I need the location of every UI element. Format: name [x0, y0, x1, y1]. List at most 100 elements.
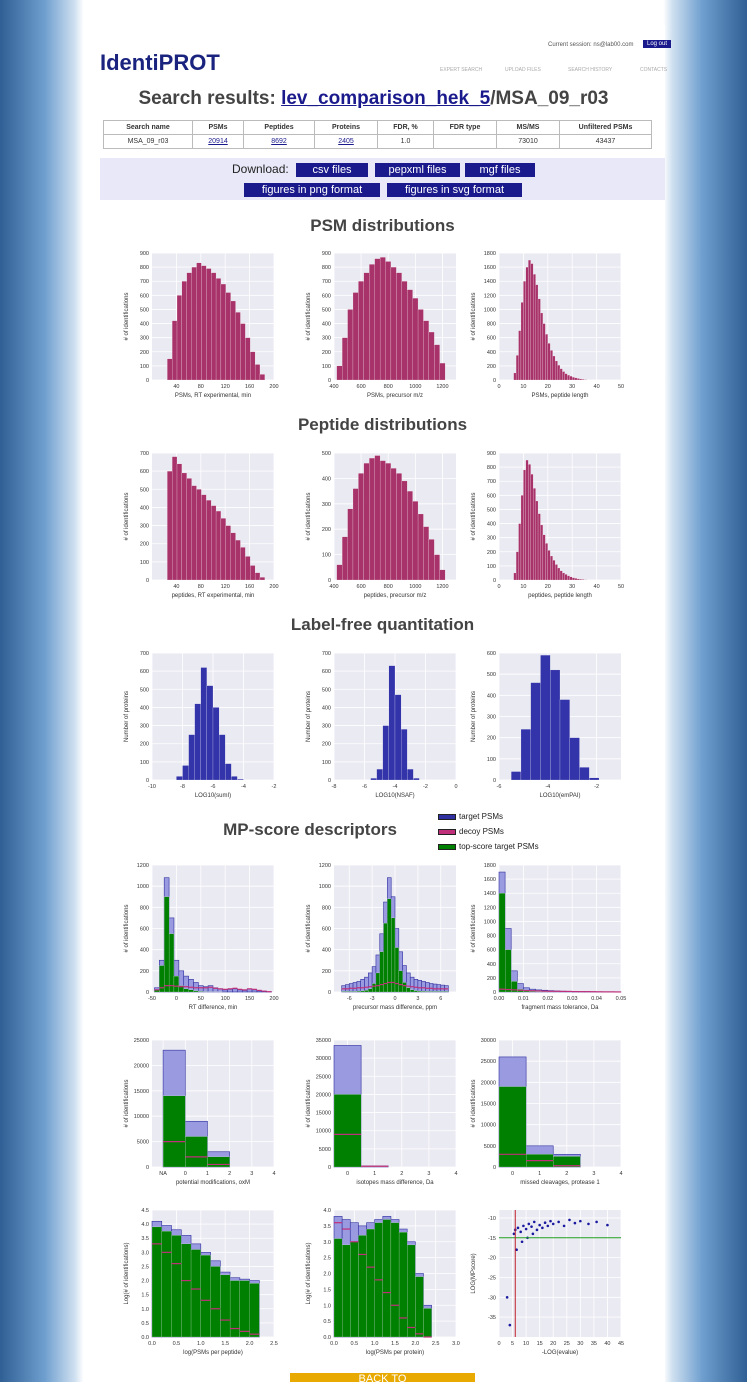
- bar: [540, 524, 544, 581]
- x-tick-label: 3: [416, 996, 419, 1002]
- y-axis-label: Log(# of identifications): [306, 1242, 312, 1304]
- y-tick-label: 100: [322, 760, 331, 766]
- y-tick-label: 20000: [134, 1063, 149, 1069]
- x-tick-label: -4: [241, 784, 246, 790]
- bar: [249, 1283, 260, 1338]
- y-tick-label: 600: [487, 493, 496, 499]
- nav-link[interactable]: SEARCH HISTORY: [568, 67, 613, 73]
- y-tick-label: 1400: [484, 891, 496, 897]
- bar: [225, 525, 231, 581]
- bar: [412, 501, 419, 581]
- section-title: MP-score descriptors: [223, 820, 397, 839]
- bar: [240, 323, 246, 381]
- y-tick-label: 0: [146, 578, 149, 584]
- bar: [518, 523, 522, 581]
- bar: [201, 494, 207, 581]
- legend-entry: decoy PSMs: [438, 827, 504, 836]
- download-button[interactable]: figures in svg format: [387, 183, 522, 197]
- y-tick-label: -35: [488, 1315, 496, 1321]
- bar: [423, 526, 429, 581]
- bar: [562, 572, 565, 581]
- bar: [352, 982, 358, 993]
- chart: 0.0 0.5 1.0 1.5 2.0 2.5 3.0 3.5 4.0 4.5 0.0 0.5 1.0 1…: [124, 1208, 278, 1356]
- nav-link[interactable]: CONTACTS: [640, 67, 668, 73]
- bar: [528, 259, 531, 381]
- x-tick-label: 0.0: [148, 1341, 156, 1347]
- point: [527, 1222, 531, 1226]
- logout-button[interactable]: Log out: [643, 40, 672, 48]
- nav-link[interactable]: UPLOAD FILES: [505, 67, 541, 73]
- x-tick-label: 0: [497, 1341, 500, 1347]
- y-axis-label: Log(# of identifications): [124, 1242, 130, 1304]
- y-tick-label: 500: [140, 487, 149, 493]
- section-title: PSM distributions: [310, 216, 455, 235]
- x-tick-label: NA: [159, 1171, 167, 1177]
- y-tick-label: 400: [322, 948, 331, 954]
- y-tick-label: 500: [140, 687, 149, 693]
- y-tick-label: 600: [322, 293, 331, 299]
- legend-label: top-score target PSMs: [459, 842, 539, 851]
- bar: [190, 1249, 201, 1338]
- cell-link[interactable]: 8692: [243, 134, 315, 149]
- x-tick-label: 40: [604, 1341, 610, 1347]
- point: [520, 1240, 524, 1244]
- y-tick-label: 900: [322, 251, 331, 257]
- bar: [206, 500, 212, 581]
- nav-link[interactable]: EXPERT SEARCH: [440, 67, 483, 73]
- download-button[interactable]: mgf files: [465, 163, 535, 177]
- bar: [520, 495, 524, 581]
- chart: 0 5000 10000 15000 20000 25000 NA 0 1 2 3 4 potentia…: [124, 1038, 276, 1186]
- bar: [425, 991, 430, 993]
- bar: [574, 377, 578, 381]
- download-button[interactable]: csv files: [296, 163, 368, 177]
- y-axis-label: # of identifications: [471, 904, 477, 952]
- bar: [394, 694, 402, 781]
- y-tick-label: 0: [146, 990, 149, 996]
- page-title: Search results: lev_comparison_hek_5/MSA…: [0, 88, 747, 110]
- x-axis-label: RT difference, min: [189, 1005, 238, 1011]
- bar: [352, 488, 359, 581]
- y-tick-label: 600: [140, 469, 149, 475]
- y-tick-label: 0: [146, 378, 149, 384]
- bar: [398, 1232, 408, 1338]
- cell-link[interactable]: 2405: [314, 134, 378, 149]
- cell-link[interactable]: 20914: [192, 134, 244, 149]
- x-axis-label: peptides, peptide length: [528, 593, 592, 599]
- bar: [196, 489, 202, 581]
- legend-swatch: [438, 828, 456, 835]
- bar: [220, 1274, 231, 1338]
- bar: [350, 1241, 359, 1338]
- download-button[interactable]: pepxml files: [375, 163, 460, 177]
- y-tick-label: 15000: [481, 1102, 496, 1108]
- bar: [256, 990, 263, 993]
- column-header: Proteins: [314, 120, 378, 135]
- bar: [518, 330, 522, 381]
- y-tick-label: 0: [493, 1165, 496, 1171]
- bar: [379, 460, 386, 581]
- bar: [186, 272, 192, 381]
- y-tick-label: 300: [140, 336, 149, 342]
- y-tick-label: 800: [322, 265, 331, 271]
- x-tick-label: 4: [272, 1171, 275, 1177]
- point: [606, 1223, 609, 1227]
- y-tick-label: 300: [140, 524, 149, 530]
- bar: [410, 989, 415, 993]
- bar: [211, 505, 217, 581]
- y-tick-label: 900: [140, 251, 149, 257]
- y-tick-label: 500: [322, 451, 331, 457]
- x-tick-label: 25: [564, 1341, 570, 1347]
- bar: [215, 278, 222, 381]
- title-link[interactable]: lev_comparison_hek_5: [281, 88, 491, 109]
- brand[interactable]: IdentiPROT: [100, 50, 220, 75]
- y-tick-label: 800: [140, 905, 149, 911]
- bar: [188, 989, 194, 993]
- back-button[interactable]: BACK TO: [290, 1373, 475, 1382]
- download-button[interactable]: figures in png format: [244, 183, 380, 197]
- x-axis-label: -LOG(evalue): [542, 1350, 578, 1356]
- bar: [245, 337, 251, 381]
- bar: [364, 976, 369, 993]
- point: [531, 1232, 535, 1236]
- x-tick-label: 1: [373, 1171, 376, 1177]
- x-axis-label: peptides, RT experimental, min: [172, 593, 255, 599]
